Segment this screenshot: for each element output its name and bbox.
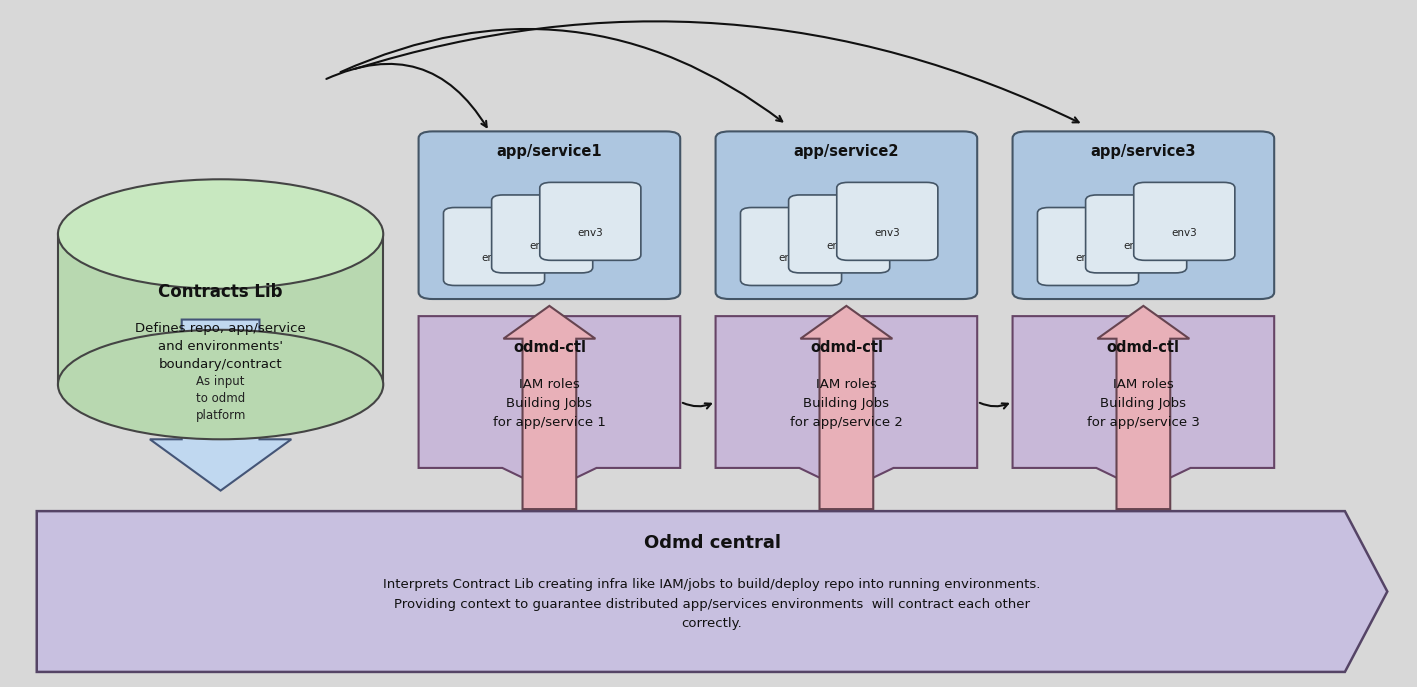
FancyBboxPatch shape [837,182,938,260]
FancyBboxPatch shape [1085,195,1186,273]
Text: env2: env2 [1124,240,1149,251]
Polygon shape [503,306,595,509]
Polygon shape [150,319,292,491]
Text: env3: env3 [1172,228,1197,238]
Text: odmd-ctl: odmd-ctl [811,340,883,355]
Polygon shape [1013,316,1274,491]
Polygon shape [418,316,680,491]
Text: env1: env1 [482,254,507,263]
Text: IAM roles
Building Jobs
for app/service 3: IAM roles Building Jobs for app/service … [1087,378,1200,429]
Text: Odmd central: Odmd central [643,534,781,552]
Polygon shape [716,316,978,491]
Polygon shape [1097,306,1189,509]
FancyBboxPatch shape [418,131,680,299]
FancyBboxPatch shape [716,131,978,299]
Text: IAM roles
Building Jobs
for app/service 2: IAM roles Building Jobs for app/service … [789,378,903,429]
FancyBboxPatch shape [741,207,842,286]
Ellipse shape [58,179,383,289]
Text: odmd-ctl: odmd-ctl [1107,340,1180,355]
Bar [58,234,383,385]
FancyBboxPatch shape [789,195,890,273]
Text: As input
to odmd
platform: As input to odmd platform [196,374,245,422]
FancyBboxPatch shape [444,207,544,286]
Text: app/service2: app/service2 [794,144,900,159]
Text: app/service3: app/service3 [1091,144,1196,159]
FancyBboxPatch shape [540,182,640,260]
Text: env3: env3 [578,228,604,238]
FancyBboxPatch shape [1037,207,1138,286]
Text: env2: env2 [530,240,555,251]
FancyBboxPatch shape [1013,131,1274,299]
Text: Contracts Lib: Contracts Lib [159,283,283,301]
Polygon shape [37,511,1387,672]
Ellipse shape [58,330,383,439]
Text: env1: env1 [1076,254,1101,263]
Text: Defines repo, app/service
and environments'
boundary/contract: Defines repo, app/service and environmen… [135,322,306,372]
Text: app/service1: app/service1 [496,144,602,159]
Text: env3: env3 [874,228,900,238]
FancyBboxPatch shape [492,195,592,273]
Text: env2: env2 [826,240,852,251]
Text: Interprets Contract Lib creating infra like IAM/jobs to build/deploy repo into r: Interprets Contract Lib creating infra l… [384,578,1040,631]
Polygon shape [801,306,893,509]
Text: odmd-ctl: odmd-ctl [513,340,585,355]
Text: IAM roles
Building Jobs
for app/service 1: IAM roles Building Jobs for app/service … [493,378,606,429]
Text: env1: env1 [778,254,803,263]
FancyBboxPatch shape [1134,182,1234,260]
